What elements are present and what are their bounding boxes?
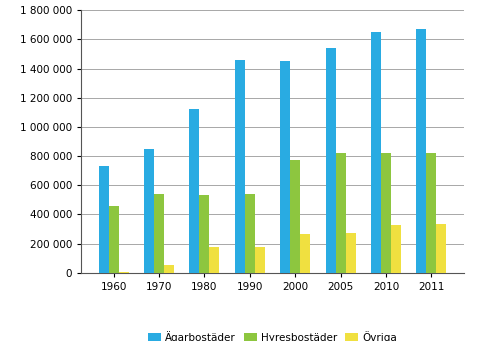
Bar — [199, 195, 209, 273]
Bar — [255, 247, 265, 273]
Bar — [346, 233, 356, 273]
Bar — [300, 234, 310, 273]
Bar — [381, 153, 391, 273]
Bar — [209, 247, 219, 273]
Bar — [98, 166, 109, 273]
Legend: Ägarbostäder, Hyresbostäder, Övriga: Ägarbostäder, Hyresbostäder, Övriga — [145, 328, 400, 341]
Bar — [290, 161, 300, 273]
Bar — [280, 61, 290, 273]
Bar — [144, 149, 154, 273]
Bar — [326, 48, 336, 273]
Bar — [235, 60, 245, 273]
Bar — [119, 272, 129, 273]
Bar — [164, 265, 174, 273]
Bar — [189, 109, 199, 273]
Bar — [154, 194, 164, 273]
Bar — [336, 153, 346, 273]
Bar — [109, 206, 119, 273]
Bar — [371, 32, 381, 273]
Bar — [391, 225, 401, 273]
Bar — [426, 153, 436, 273]
Bar — [416, 29, 426, 273]
Bar — [245, 194, 255, 273]
Bar — [436, 224, 446, 273]
